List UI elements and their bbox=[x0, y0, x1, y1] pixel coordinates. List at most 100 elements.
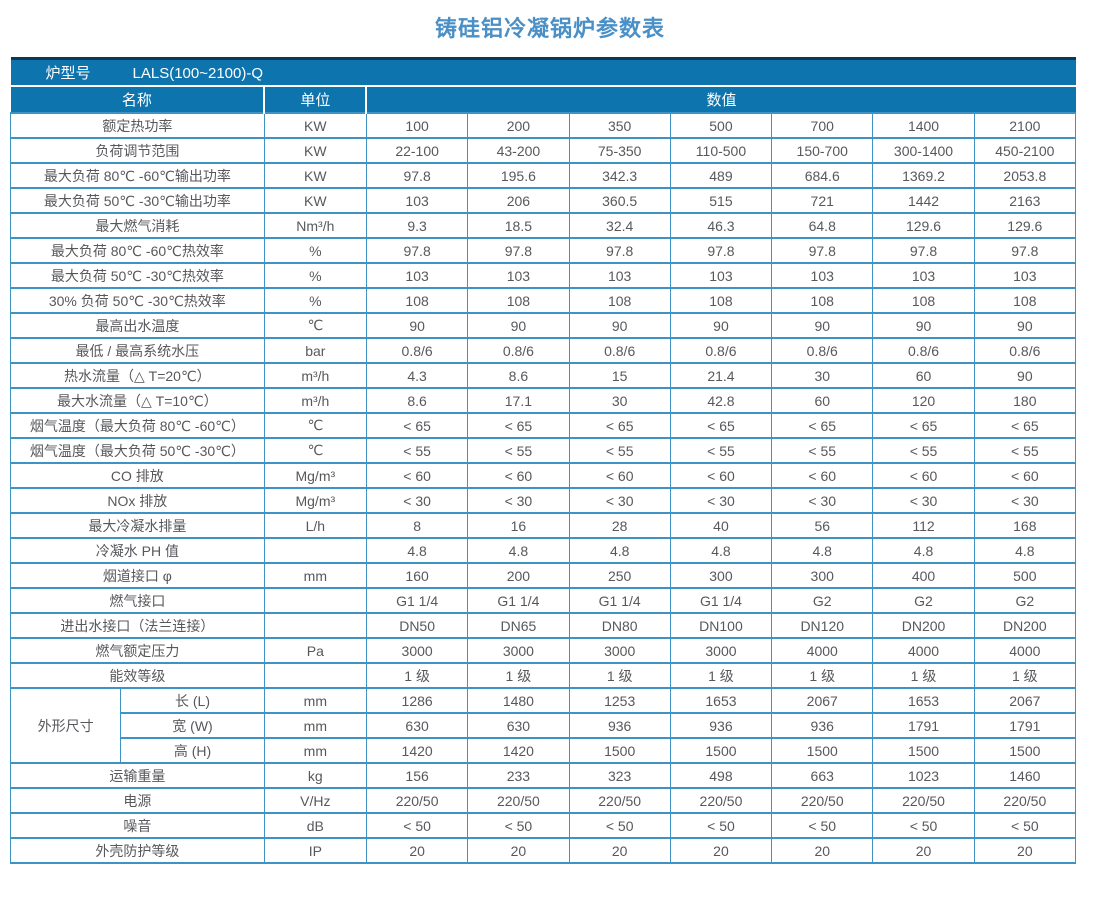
value-cell: 2067 bbox=[771, 687, 874, 714]
table-body: 额定热功率 KW 100 200 350 500 700 1400 2100 负荷调节范围 KW 22… bbox=[9, 112, 1077, 864]
value-cell: < 60 bbox=[771, 462, 874, 489]
value-cell: 1 级 bbox=[771, 662, 874, 689]
value-cell: DN100 bbox=[669, 612, 773, 639]
value-cell: 1442 bbox=[872, 187, 975, 214]
value-cell: 1369.2 bbox=[872, 162, 975, 189]
value-cell: 220/50 bbox=[973, 787, 1077, 814]
value-cell: < 30 bbox=[669, 487, 773, 514]
value-cell: < 50 bbox=[365, 812, 469, 839]
table-row: NOx 排放 Mg/m³ < 30 < 30 < 30 < 30 < 30 < 30 < 30 bbox=[10, 487, 1077, 514]
table-row: 外形尺寸长 (L) mm 1286 1480 1253 1653 2067 1653 2067 bbox=[9, 687, 1077, 764]
value-cell: 350 bbox=[568, 112, 671, 139]
table-row: 烟道接口 φ mm 160 200 250 300 300 400 500 bbox=[10, 562, 1077, 589]
value-cell: 489 bbox=[669, 162, 773, 189]
unit-cell: Mg/m³ bbox=[263, 487, 367, 514]
value-cell: < 50 bbox=[771, 812, 874, 839]
value-cell: < 55 bbox=[568, 437, 671, 464]
value-cell: 8.6 bbox=[467, 362, 570, 389]
value-cell: 500 bbox=[973, 562, 1077, 589]
value-cell: < 30 bbox=[568, 487, 671, 514]
table-row: 最大负荷 50℃ -30℃输出功率 KW 103 206 360.5 515 721 1442… bbox=[10, 187, 1077, 214]
value-cell: < 50 bbox=[973, 812, 1077, 839]
value-cell: 1 级 bbox=[365, 662, 469, 689]
unit-cell: Mg/m³ bbox=[263, 462, 367, 489]
value-cell: G2 bbox=[973, 587, 1077, 614]
table-row: 最高出水温度 ℃ 90 90 90 90 90 90 90 bbox=[10, 312, 1077, 339]
value-cell: G1 1/4 bbox=[568, 587, 671, 614]
value-cell: < 50 bbox=[568, 812, 671, 839]
param-name-cell: 最大负荷 50℃ -30℃热效率 bbox=[10, 262, 265, 289]
value-cell: 450-2100 bbox=[973, 137, 1077, 164]
value-cell: < 55 bbox=[669, 437, 773, 464]
value-cell: 108 bbox=[568, 287, 671, 314]
unit-cell: dB bbox=[263, 812, 367, 839]
value-cell: < 65 bbox=[669, 412, 773, 439]
unit-cell bbox=[263, 612, 367, 639]
param-name-cell: 燃气额定压力 bbox=[10, 637, 265, 664]
value-cell: 18.5 bbox=[467, 212, 570, 239]
value-cell: 1500 bbox=[669, 737, 773, 764]
value-cell: 20 bbox=[365, 837, 469, 864]
table-row: 高 (H) mm 1420 1420 1500 1500 1500 1500 1500 bbox=[11, 737, 1077, 764]
group-label-cell: 外形尺寸 bbox=[9, 687, 122, 764]
value-cell: DN120 bbox=[771, 612, 874, 639]
value-cell: 20 bbox=[568, 837, 671, 864]
value-cell: 233 bbox=[467, 762, 570, 789]
param-name-cell: 烟气温度（最大负荷 80℃ -60℃） bbox=[10, 412, 265, 439]
value-cell: 220/50 bbox=[568, 787, 671, 814]
value-cell: 103 bbox=[771, 262, 874, 289]
value-cell: < 55 bbox=[973, 437, 1077, 464]
value-cell: 500 bbox=[669, 112, 773, 139]
value-cell: < 30 bbox=[467, 487, 570, 514]
page-title: 铸硅铝冷凝锅炉参数表 bbox=[434, 16, 665, 41]
value-cell: DN200 bbox=[973, 612, 1077, 639]
unit-cell: Nm³/h bbox=[263, 212, 367, 239]
value-cell: 4000 bbox=[872, 637, 975, 664]
value-cell: < 60 bbox=[872, 462, 975, 489]
value-cell: 1253 bbox=[568, 687, 671, 714]
param-name-cell: 最低 / 最高系统水压 bbox=[10, 337, 265, 364]
param-name-cell: 最大负荷 50℃ -30℃输出功率 bbox=[10, 187, 265, 214]
value-cell: 97.8 bbox=[365, 162, 469, 189]
value-cell: 2053.8 bbox=[973, 162, 1077, 189]
param-name-cell: 烟气温度（最大负荷 50℃ -30℃） bbox=[10, 437, 265, 464]
value-cell: 103 bbox=[973, 262, 1077, 289]
value-cell: DN65 bbox=[467, 612, 570, 639]
value-cell: 20 bbox=[973, 837, 1077, 864]
value-cell: 160 bbox=[365, 562, 469, 589]
value-cell: 1 级 bbox=[568, 662, 671, 689]
table-row: 额定热功率 KW 100 200 350 500 700 1400 2100 bbox=[10, 112, 1077, 139]
unit-cell: mm bbox=[263, 687, 367, 714]
unit-cell: mm bbox=[263, 562, 367, 589]
value-cell: 220/50 bbox=[771, 787, 874, 814]
value-cell: 100 bbox=[365, 112, 469, 139]
table-row: 烟气温度（最大负荷 50℃ -30℃） ℃ < 55 < 55 < 55 < 55 < 55… bbox=[10, 437, 1077, 464]
value-cell: G1 1/4 bbox=[365, 587, 469, 614]
value-cell: 4.8 bbox=[467, 537, 570, 564]
value-cell: 1500 bbox=[872, 737, 975, 764]
param-name-cell: 燃气接口 bbox=[10, 587, 265, 614]
model-value: LALS(100~2100)-Q bbox=[132, 65, 264, 82]
param-name-cell: 高 (H) bbox=[120, 737, 265, 764]
value-cell: G1 1/4 bbox=[467, 587, 570, 614]
value-cell: 220/50 bbox=[467, 787, 570, 814]
value-cell: 120 bbox=[872, 387, 975, 414]
value-cell: 3000 bbox=[669, 637, 773, 664]
unit-cell: mm bbox=[263, 737, 367, 764]
value-cell: DN200 bbox=[872, 612, 975, 639]
param-name-cell: 最大水流量（△ T=10℃） bbox=[10, 387, 265, 414]
unit-cell: ℃ bbox=[263, 412, 367, 439]
value-cell: 0.8/6 bbox=[771, 337, 874, 364]
value-cell: < 65 bbox=[872, 412, 975, 439]
value-cell: 2067 bbox=[973, 687, 1077, 714]
value-cell: 97.8 bbox=[771, 237, 874, 264]
value-cell: 22-100 bbox=[365, 137, 469, 164]
value-cell: 90 bbox=[973, 312, 1077, 339]
value-cell: 200 bbox=[467, 112, 570, 139]
value-cell: 220/50 bbox=[872, 787, 975, 814]
value-cell: < 30 bbox=[771, 487, 874, 514]
value-cell: < 60 bbox=[365, 462, 469, 489]
param-name-cell: 能效等级 bbox=[10, 662, 265, 689]
param-name-cell: 最高出水温度 bbox=[10, 312, 265, 339]
unit-cell: kg bbox=[263, 762, 367, 789]
